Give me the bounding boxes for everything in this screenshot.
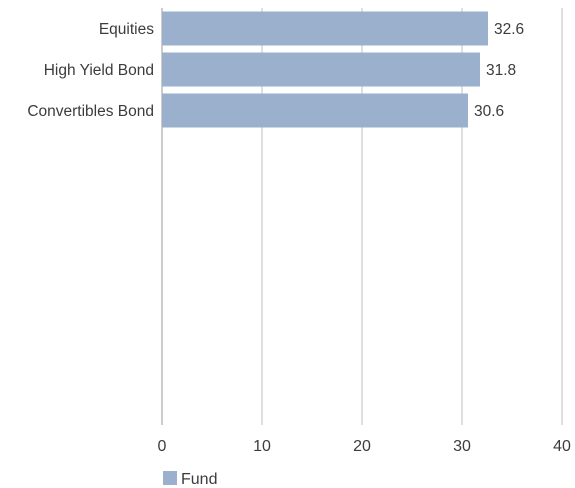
legend-swatch-fund: [163, 471, 177, 485]
legend: Fund: [163, 471, 217, 488]
x-tick-labels: 0 10 20 30 40: [158, 438, 571, 455]
data-labels: 32.6 31.8 30.6: [474, 21, 524, 120]
bar-high-yield-bond: [162, 52, 480, 87]
legend-label-fund: Fund: [181, 471, 217, 488]
data-label: 31.8: [486, 62, 516, 79]
data-label: 32.6: [494, 21, 524, 38]
x-tick-label: 30: [453, 438, 471, 455]
data-label: 30.6: [474, 103, 504, 120]
x-tick-label: 10: [253, 438, 271, 455]
bars: [162, 11, 488, 128]
category-label: Convertibles Bond: [27, 103, 154, 120]
x-tick-label: 40: [553, 438, 571, 455]
category-label: High Yield Bond: [44, 62, 154, 79]
x-tick-label: 20: [353, 438, 371, 455]
bar-equities: [162, 11, 488, 46]
category-labels: Equities High Yield Bond Convertibles Bond: [27, 21, 154, 120]
x-tick-label: 0: [158, 438, 167, 455]
category-label: Equities: [99, 21, 154, 38]
bar-convertibles-bond: [162, 93, 468, 128]
